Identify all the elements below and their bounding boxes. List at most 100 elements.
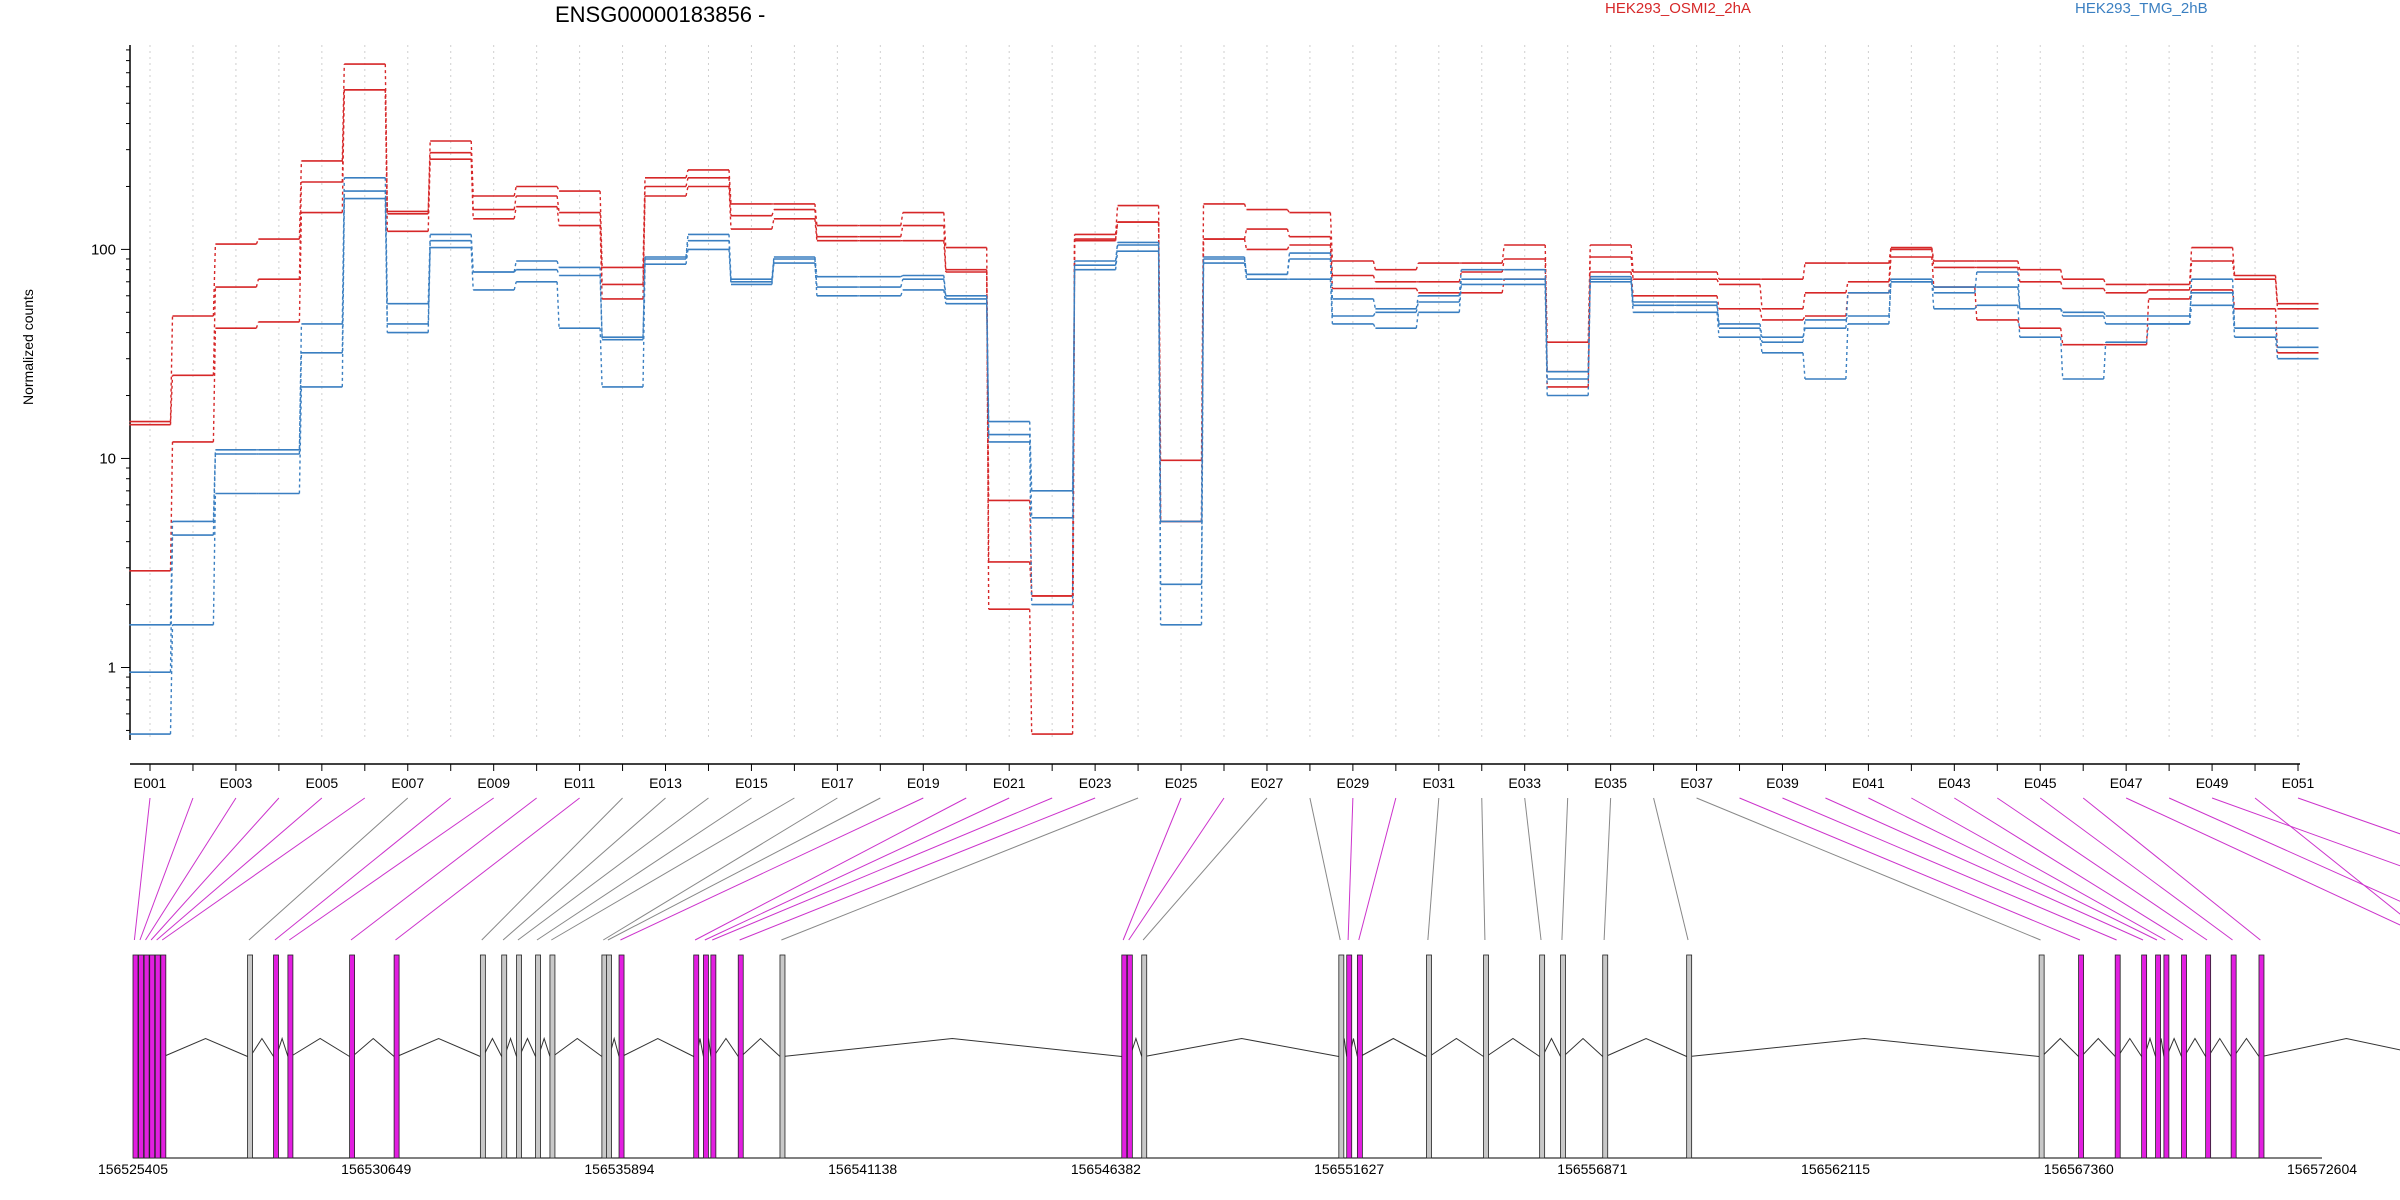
exon-connector (156, 797, 323, 941)
x-tick-label: E021 (993, 775, 1026, 791)
exon-connector (2039, 797, 2233, 941)
exon-box (160, 954, 167, 1159)
exon-box (618, 954, 625, 1159)
x-tick-label: E005 (305, 775, 338, 791)
exon-box (2038, 954, 2045, 1159)
x-tick-label: E037 (1680, 775, 1713, 791)
exon-box (501, 954, 508, 1159)
genomic-tick-label: 156530649 (341, 1161, 411, 1177)
exon-box (143, 954, 150, 1159)
intron-line (2183, 1037, 2207, 1057)
intron-line (782, 1037, 1122, 1057)
exon-box (2114, 954, 2121, 1159)
x-tick-label: E001 (134, 775, 167, 791)
exon-connector (2082, 797, 2261, 941)
exon-box (349, 954, 355, 1159)
exon-connector (620, 797, 924, 941)
x-tick-label: E035 (1594, 775, 1627, 791)
exon-box (1356, 954, 1363, 1159)
x-tick-label: E015 (735, 775, 768, 791)
exon-connector (1481, 797, 1486, 941)
exon-connector (2125, 797, 2400, 926)
exon-connector (1128, 797, 1225, 941)
exon-box (1338, 954, 1345, 1159)
series-connector (169, 198, 2279, 735)
x-tick-label: E041 (1852, 775, 1885, 791)
intron-line (1144, 1037, 1339, 1057)
exon-connector (551, 797, 795, 941)
genomic-tick-label: 156567360 (2044, 1161, 2114, 1177)
exon-box (2205, 954, 2212, 1159)
exon-box (247, 954, 253, 1159)
exon-connector (133, 797, 151, 941)
intron-line (163, 1037, 248, 1057)
x-tick-label: E011 (564, 775, 596, 791)
y-tick-label: 10 (99, 450, 116, 467)
exon-connector (1309, 797, 1341, 941)
genomic-tick-label: 156572604 (2287, 1161, 2357, 1177)
exon-box (703, 954, 709, 1159)
exon-connector (1739, 797, 2081, 941)
exon-box (2181, 954, 2187, 1159)
exon-connector (2297, 797, 2400, 835)
exon-connector (694, 797, 967, 941)
y-tick-label: 100 (91, 241, 116, 258)
exon-box (2078, 954, 2084, 1159)
intron-line (1689, 1037, 2040, 1057)
legend-tmg: HEK293_TMG_2hB (2075, 0, 2208, 17)
exon-connector (1122, 797, 1182, 941)
intron-line (482, 1037, 503, 1057)
exon-box (138, 954, 144, 1159)
exon-connector (139, 797, 194, 941)
exon-box (1483, 954, 1489, 1159)
series-connector (169, 64, 2279, 596)
x-tick-label: E033 (1508, 775, 1541, 791)
exon-box (1346, 954, 1353, 1159)
legend-osmi2: HEK293_OSMI2_2hA (1605, 0, 1751, 17)
exon-connector (1653, 797, 1689, 941)
exon-box (2155, 954, 2161, 1159)
x-tick-label: E029 (1337, 775, 1370, 791)
exon-connector (536, 797, 752, 941)
x-tick-label: E031 (1422, 775, 1455, 791)
x-tick-label: E043 (1938, 775, 1971, 791)
exon-connector (395, 797, 580, 941)
exon-box (1126, 954, 1133, 1159)
series-connector (169, 89, 2279, 735)
exon-connector (712, 797, 1053, 941)
x-tick-label: E039 (1766, 775, 1799, 791)
exon-connector (289, 797, 494, 941)
exon-box (393, 954, 400, 1159)
intron-line (1541, 1037, 1561, 1057)
exon-connector (1996, 797, 2208, 941)
exon-connector (1347, 797, 1354, 941)
intron-line (1605, 1037, 1687, 1057)
series-line (129, 197, 2319, 735)
intron-line (2117, 1037, 2143, 1057)
genomic-tick-label: 156546382 (1071, 1161, 1141, 1177)
intron-line (2233, 1037, 2260, 1057)
exon-box (1602, 954, 1609, 1159)
exon-connector (1825, 797, 2144, 941)
exon-connector (1142, 797, 1268, 941)
exon-connector (502, 797, 666, 941)
intron-line (740, 1037, 781, 1057)
x-tick-label: E025 (1165, 775, 1198, 791)
y-tick-label: 1 (108, 660, 116, 677)
exon-connector (1696, 797, 2041, 941)
genomic-tick-label: 156541138 (828, 1161, 897, 1177)
exon-box (1426, 954, 1432, 1159)
exon-connector (150, 797, 280, 941)
exon-connector (2211, 797, 2400, 867)
genomic-tick-label: 156562115 (1801, 1161, 1870, 1177)
chart-title: ENSG00000183856 - (555, 2, 766, 27)
exon-box (1141, 954, 1148, 1159)
exon-box (535, 954, 541, 1159)
intron-line (2261, 1037, 2400, 1057)
exon-connector (1427, 797, 1440, 941)
exon-box (1560, 954, 1566, 1159)
exon-connector (248, 797, 409, 941)
series-line (129, 190, 2319, 673)
intron-line (2041, 1037, 2079, 1057)
